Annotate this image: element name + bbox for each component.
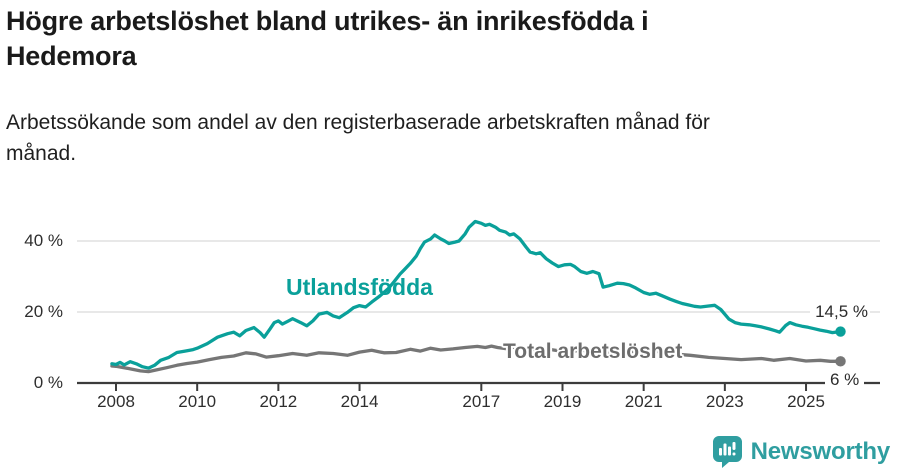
chart-subtitle: Arbetssökande som andel av den registerb… — [6, 107, 866, 169]
x-axis-tick-label: 2017 — [462, 392, 501, 411]
x-axis-tick-label: 2025 — [787, 392, 825, 411]
series-label-total-arbetsloshet: Total arbetslöshet — [503, 340, 683, 363]
x-axis-tick-label: 2014 — [340, 392, 379, 411]
x-axis-tick-label: 2008 — [97, 392, 135, 411]
y-axis-tick-label-0: 0 % — [33, 373, 63, 392]
series-label-utlandsfodda: Utlandsfödda — [286, 274, 433, 300]
x-axis-tick-label: 2012 — [259, 392, 298, 411]
newsworthy-logo-icon — [712, 436, 742, 468]
y-axis-tick-label-40: 40 % — [24, 231, 63, 250]
y-axis-tick-label-20: 20 % — [24, 302, 63, 321]
newsworthy-logo-text: Newsworthy — [750, 437, 891, 465]
title-line-1: Högre arbetslöshet bland utrikes- än inr… — [6, 6, 649, 36]
page-title: Högre arbetslöshet bland utrikes- än inr… — [6, 4, 866, 74]
end-value-label-total: 6 % — [825, 370, 865, 390]
x-axis-tick-label: 2019 — [543, 392, 582, 411]
x-axis-tick-label: 2023 — [705, 392, 744, 411]
x-axis-tick-label: 2010 — [178, 392, 217, 411]
end-value-label-utlandsfodda: 14,5 % — [810, 302, 870, 322]
subtitle-line-2: månad. — [6, 142, 77, 165]
x-axis-tick-label: 2021 — [624, 392, 663, 411]
subtitle-line-1: Arbetssökande som andel av den registerb… — [6, 111, 710, 134]
newsworthy-logo: Newsworthy — [712, 435, 890, 468]
title-line-2: Hedemora — [6, 41, 137, 71]
